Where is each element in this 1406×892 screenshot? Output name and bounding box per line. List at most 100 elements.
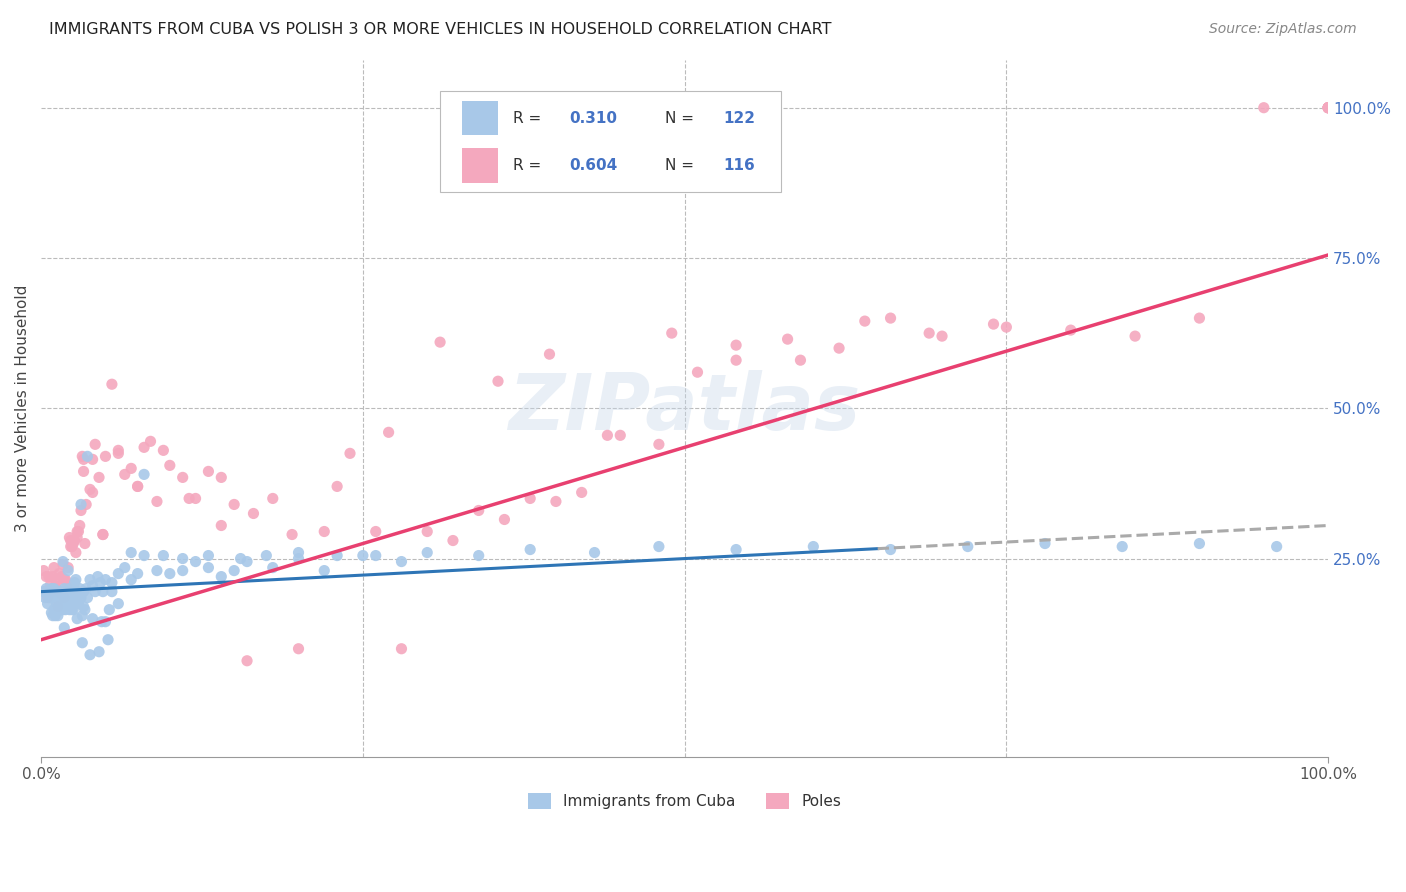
Point: [45, 582, 67, 596]
Point: [72, 450, 94, 464]
Point: [107, 443, 129, 458]
Point: [51, 569, 73, 583]
Text: 122: 122: [723, 111, 755, 126]
Point: [686, 365, 709, 379]
Point: [53, 582, 76, 596]
Point: [224, 498, 246, 512]
Point: [56, 591, 79, 605]
Point: [35, 582, 58, 596]
Point: [391, 641, 413, 656]
Point: [648, 437, 671, 451]
Y-axis label: 3 or more Vehicles in Household: 3 or more Vehicles in Household: [15, 285, 30, 532]
Point: [254, 549, 277, 563]
Point: [416, 545, 439, 559]
Point: [62, 602, 84, 616]
Point: [79, 573, 101, 587]
Point: [209, 518, 232, 533]
Point: [34, 584, 56, 599]
Point: [51, 588, 73, 602]
Point: [66, 591, 89, 605]
Point: [94, 450, 117, 464]
Point: [879, 311, 901, 326]
Text: Source: ZipAtlas.com: Source: ZipAtlas.com: [1209, 22, 1357, 37]
Point: [995, 320, 1018, 334]
Point: [76, 450, 98, 464]
Point: [60, 540, 83, 554]
Point: [853, 314, 876, 328]
Point: [1265, 540, 1288, 554]
Point: [287, 545, 309, 559]
Point: [51, 602, 73, 616]
Point: [1317, 101, 1340, 115]
Point: [725, 542, 748, 557]
Point: [94, 573, 117, 587]
Point: [152, 443, 174, 458]
Point: [72, 452, 94, 467]
Point: [326, 549, 349, 563]
Point: [91, 527, 114, 541]
Point: [146, 564, 169, 578]
Point: [416, 524, 439, 539]
Point: [42, 582, 65, 596]
Point: [58, 531, 80, 545]
Point: [45, 597, 67, 611]
Point: [377, 425, 399, 440]
Point: [63, 575, 86, 590]
Point: [55, 591, 77, 605]
Point: [107, 446, 129, 460]
Point: [146, 494, 169, 508]
Point: [82, 452, 104, 467]
Point: [48, 584, 70, 599]
Point: [70, 498, 93, 512]
Point: [48, 566, 70, 581]
Point: [127, 566, 149, 581]
Point: [41, 584, 63, 599]
Point: [41, 584, 63, 599]
Point: [55, 602, 77, 616]
Point: [53, 597, 76, 611]
Point: [132, 467, 155, 482]
Point: [159, 566, 181, 581]
Point: [609, 428, 631, 442]
Point: [73, 602, 96, 616]
Point: [35, 569, 58, 583]
Point: [51, 591, 73, 605]
Point: [326, 479, 349, 493]
Point: [197, 549, 219, 563]
Point: [66, 524, 89, 539]
Point: [544, 494, 567, 508]
Point: [42, 560, 65, 574]
Point: [49, 584, 72, 599]
Text: R =: R =: [513, 158, 541, 172]
Point: [209, 569, 232, 583]
Point: [44, 579, 66, 593]
Point: [101, 575, 124, 590]
Point: [101, 584, 124, 599]
Point: [519, 491, 541, 506]
Point: [75, 582, 97, 596]
Point: [46, 584, 69, 599]
Point: [52, 602, 75, 616]
Point: [172, 564, 194, 578]
Point: [1317, 101, 1340, 115]
Point: [281, 527, 304, 541]
Point: [725, 338, 748, 352]
Point: [159, 458, 181, 473]
Point: [931, 329, 953, 343]
Point: [41, 569, 63, 583]
Point: [66, 531, 89, 545]
Text: 116: 116: [723, 158, 755, 172]
Point: [801, 540, 824, 554]
Point: [72, 464, 94, 478]
Point: [262, 560, 284, 574]
Point: [132, 549, 155, 563]
Text: ZIPatlas: ZIPatlas: [509, 370, 860, 446]
Point: [44, 608, 66, 623]
Point: [72, 636, 94, 650]
Point: [1317, 101, 1340, 115]
Point: [1188, 311, 1211, 326]
Point: [172, 470, 194, 484]
Point: [352, 549, 374, 563]
Point: [70, 591, 93, 605]
Point: [98, 602, 121, 616]
